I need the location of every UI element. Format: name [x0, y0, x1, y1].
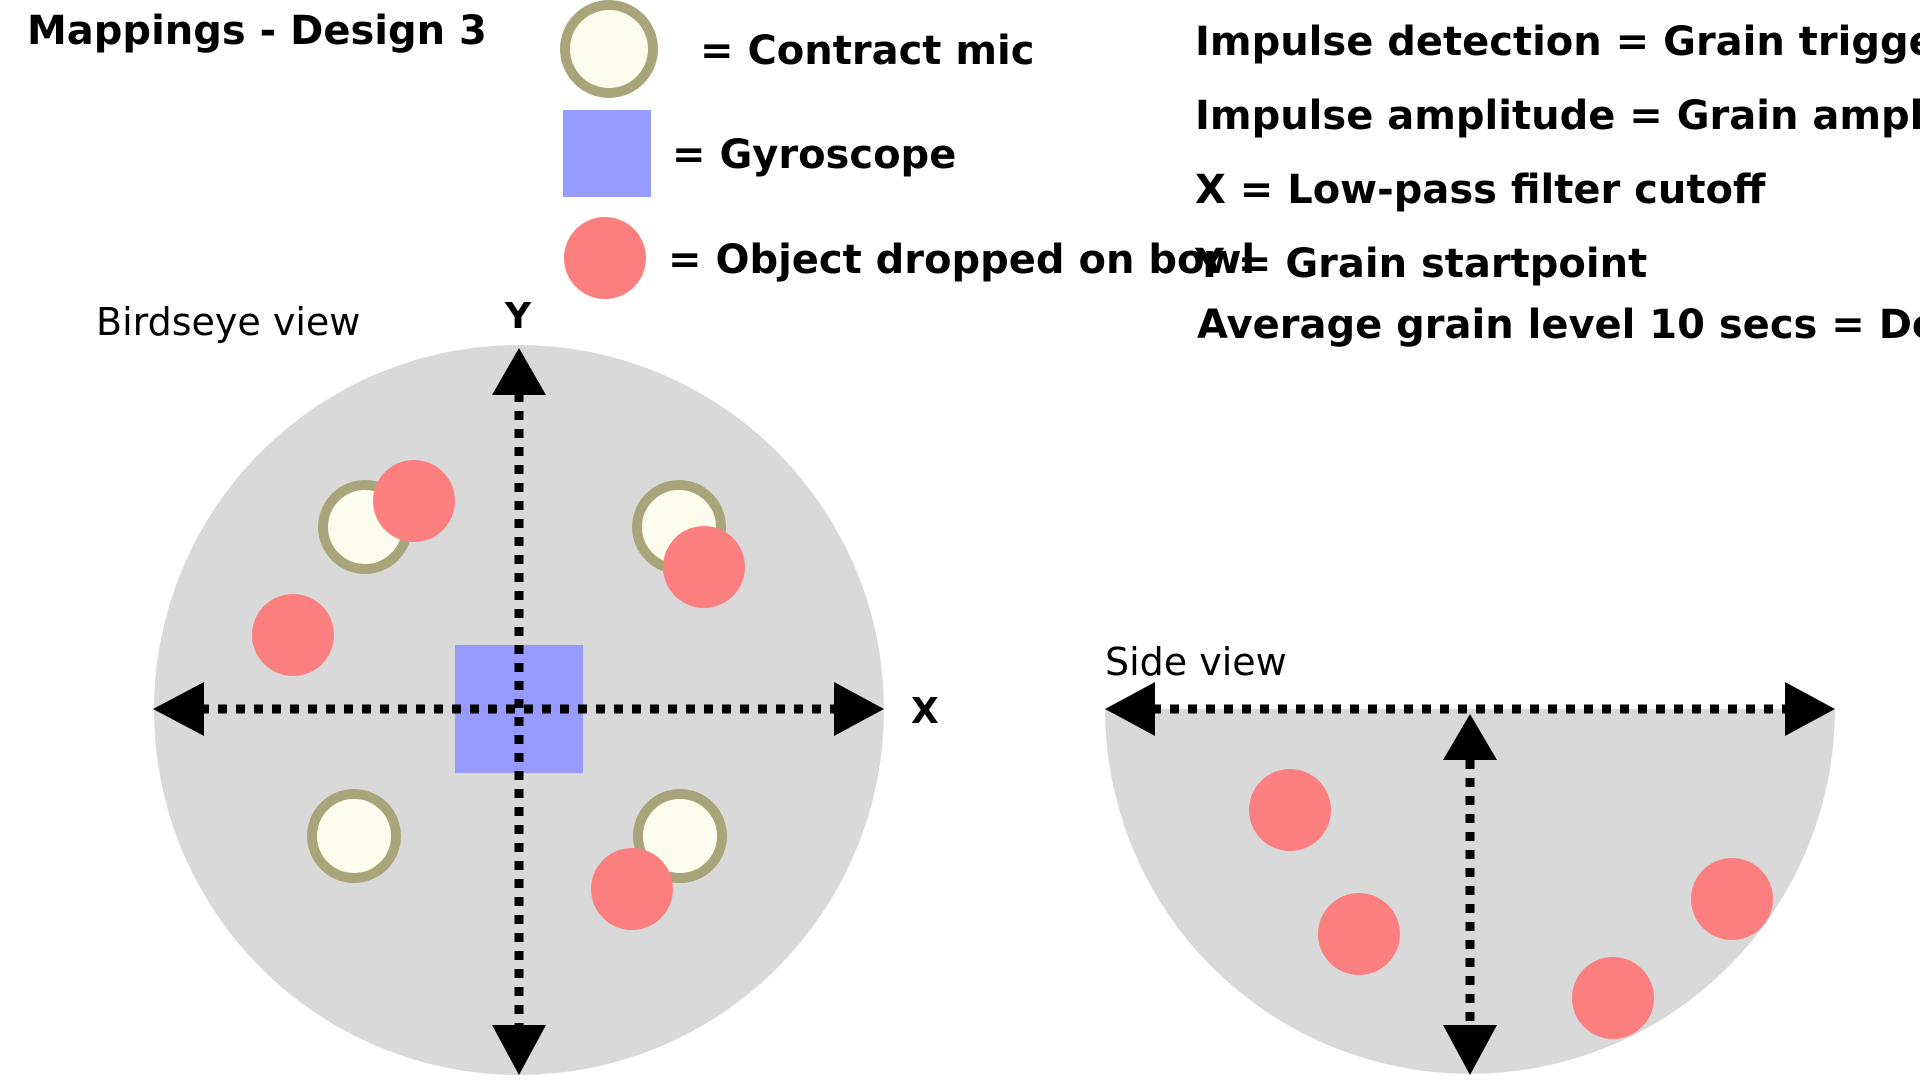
- mapping-item: Impulse detection = Grain trigger: [1195, 19, 1920, 65]
- mapping-item: Average grain level 10 secs = Delay: [1197, 302, 1920, 348]
- side-view: Side view: [1105, 640, 1835, 1075]
- dropped-object: [1318, 893, 1400, 975]
- dropped-object: [663, 526, 745, 608]
- y-axis-label: Y: [504, 296, 532, 337]
- legend: = Contract mic = Gyroscope = Object drop…: [560, 0, 1255, 299]
- dropped-object: [252, 594, 334, 676]
- legend-mic-icon: [560, 0, 658, 98]
- dropped-object: [1249, 769, 1331, 851]
- dropped-object: [1572, 957, 1654, 1039]
- dropped-object: [1691, 858, 1773, 940]
- side-view-label: Side view: [1105, 640, 1287, 684]
- x-axis-left-arrow: [153, 682, 204, 736]
- legend-object-label: = Object dropped on bowl: [668, 237, 1255, 283]
- contract-mic: [307, 789, 401, 883]
- x-axis-right-arrow: [834, 682, 884, 736]
- x-axis-label: X: [911, 691, 939, 732]
- legend-gyroscope-icon: [563, 110, 651, 197]
- birdseye-view: Birdseye view X Y: [96, 296, 939, 1075]
- mapping-list: Impulse detection = Grain trigger Impuls…: [1194, 19, 1920, 348]
- mapping-item: Impulse amplitude = Grain amplitude: [1195, 93, 1920, 139]
- contract-mic: [633, 789, 727, 883]
- side-horizontal-left-arrow: [1105, 682, 1155, 736]
- dropped-object: [373, 460, 455, 542]
- birdseye-label: Birdseye view: [96, 300, 360, 344]
- y-axis-bottom-arrow: [492, 1025, 546, 1075]
- mapping-item: Y = Grain startpoint: [1194, 241, 1647, 287]
- page-title: Mappings - Design 3: [27, 8, 487, 54]
- y-axis-top-arrow: [492, 348, 546, 395]
- legend-object-icon: [564, 217, 646, 299]
- legend-gyroscope-label: = Gyroscope: [672, 132, 956, 178]
- side-vertical-top-arrow: [1443, 714, 1497, 760]
- side-horizontal-right-arrow: [1785, 682, 1835, 736]
- side-vertical-bottom-arrow: [1443, 1025, 1497, 1075]
- mapping-item: X = Low-pass filter cutoff: [1195, 167, 1766, 213]
- dropped-object: [591, 848, 673, 930]
- legend-mic-label: = Contract mic: [700, 28, 1034, 74]
